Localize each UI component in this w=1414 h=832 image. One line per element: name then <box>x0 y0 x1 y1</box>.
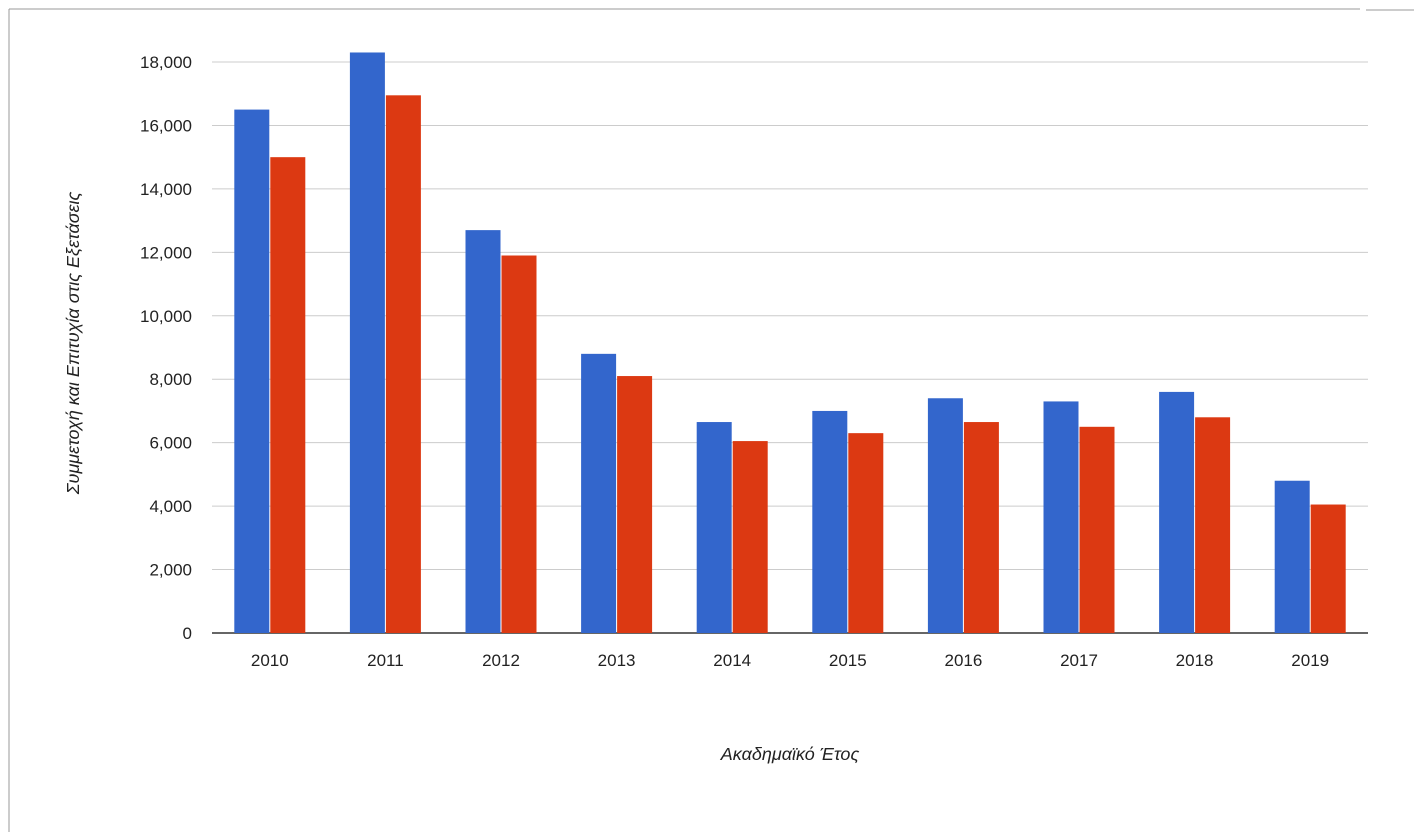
bar-2014-series-1[interactable] <box>696 422 732 633</box>
bar-2016-series-2[interactable] <box>963 422 999 633</box>
y-tick-label: 0 <box>183 624 192 643</box>
bar-2011-series-1[interactable] <box>349 52 385 633</box>
x-tick-label: 2012 <box>482 651 520 670</box>
y-tick-label: 10,000 <box>140 307 192 326</box>
bar-2011-series-2[interactable] <box>385 95 421 633</box>
y-tick-label: 12,000 <box>140 243 192 262</box>
bar-2012-series-2[interactable] <box>501 255 537 633</box>
y-tick-label: 16,000 <box>140 116 192 135</box>
bar-2018-series-2[interactable] <box>1195 417 1231 633</box>
y-tick-label: 6,000 <box>149 434 192 453</box>
y-tick-label: 2,000 <box>149 561 192 580</box>
bar-2017-series-1[interactable] <box>1043 401 1079 633</box>
y-tick-label: 8,000 <box>149 370 192 389</box>
x-tick-label: 2010 <box>251 651 289 670</box>
bar-2016-series-1[interactable] <box>927 398 963 633</box>
x-tick-label: 2019 <box>1291 651 1329 670</box>
bar-2010-series-2[interactable] <box>270 157 306 633</box>
y-axis-title: Συμμετοχή και Επιτυχία στις Εξετάσεις <box>63 192 83 496</box>
x-tick-label: 2016 <box>944 651 982 670</box>
bar-2017-series-2[interactable] <box>1079 426 1115 633</box>
x-tick-label: 2018 <box>1176 651 1214 670</box>
x-tick-label: 2013 <box>598 651 636 670</box>
gridlines <box>212 61 1368 634</box>
x-tick-label: 2017 <box>1060 651 1098 670</box>
bar-2019-series-1[interactable] <box>1274 480 1310 633</box>
x-tick-label: 2011 <box>367 651 404 670</box>
bar-2018-series-1[interactable] <box>1159 391 1195 633</box>
x-tick-label: 2014 <box>713 651 751 670</box>
bar-2013-series-1[interactable] <box>581 353 617 633</box>
x-axis-title: Ακαδημαϊκό Έτος <box>720 744 860 764</box>
bar-2015-series-1[interactable] <box>812 410 848 633</box>
bar-2014-series-2[interactable] <box>732 441 768 633</box>
y-axis-ticks: 0 2,000 4,000 6,000 8,000 10,000 12,000 14,000 1… <box>140 53 192 643</box>
bar-2013-series-2[interactable] <box>617 376 653 633</box>
y-tick-label: 4,000 <box>149 497 192 516</box>
x-tick-label: 2015 <box>829 651 867 670</box>
bar-2015-series-2[interactable] <box>848 433 884 633</box>
bar-2010-series-1[interactable] <box>234 109 270 634</box>
bar-2019-series-2[interactable] <box>1310 504 1346 633</box>
y-tick-label: 14,000 <box>140 180 192 199</box>
bars <box>234 52 1346 634</box>
x-axis-ticks: 2010 2011 2012 2013 2014 2015 2016 2017 2018 2019 <box>251 651 1329 670</box>
y-tick-label: 18,000 <box>140 53 192 72</box>
bar-2012-series-1[interactable] <box>465 230 501 633</box>
